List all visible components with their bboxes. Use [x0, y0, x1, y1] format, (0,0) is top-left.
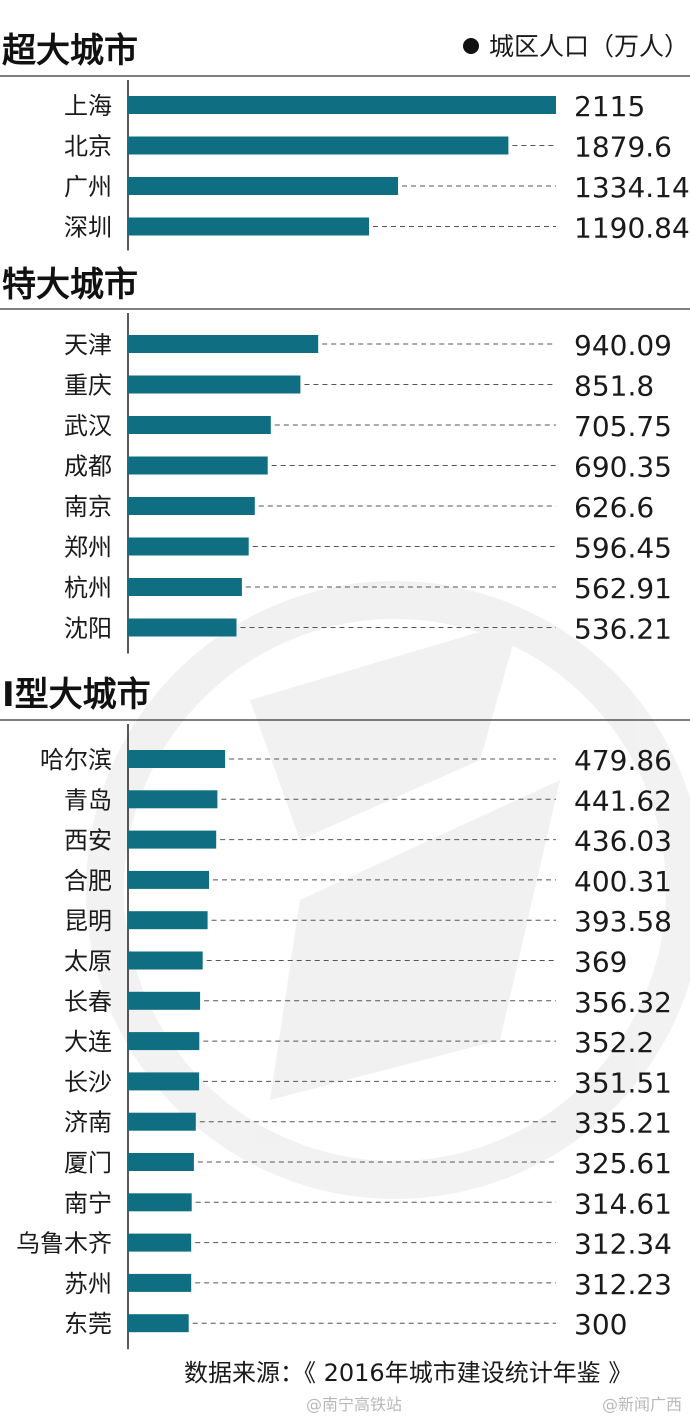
- category-label: 苏州: [64, 1270, 112, 1298]
- bar: [128, 375, 301, 394]
- data-label: 851.8: [574, 370, 654, 403]
- category-label: 上海: [64, 92, 112, 120]
- category-label: 大连: [64, 1028, 112, 1056]
- bar: [128, 991, 201, 1010]
- data-label: 300: [574, 1308, 627, 1341]
- bar: [128, 911, 208, 930]
- data-label: 356.32: [574, 986, 672, 1019]
- bar: [128, 790, 218, 809]
- data-label: 393.58: [574, 905, 672, 938]
- category-label: 成都: [64, 453, 112, 481]
- source-note: 数据来源：《 2016年城市建设统计年鉴 》: [184, 1359, 632, 1387]
- bar: [128, 578, 242, 596]
- category-label: 广州: [64, 173, 112, 201]
- data-label: 335.21: [574, 1107, 672, 1140]
- data-label: 626.6: [574, 491, 654, 524]
- category-label: 武汉: [64, 412, 112, 440]
- category-label: 深圳: [64, 214, 112, 242]
- data-label: 562.91: [574, 572, 672, 605]
- category-label: 昆明: [64, 907, 112, 935]
- data-label: 312.34: [574, 1228, 672, 1261]
- category-label: 郑州: [64, 534, 112, 562]
- bar: [128, 456, 268, 475]
- bar: [128, 750, 226, 768]
- bar: [128, 537, 249, 556]
- data-label: 312.23: [574, 1268, 672, 1301]
- category-label: 长沙: [64, 1068, 112, 1096]
- weibo-watermark-left: @南宁高铁站: [306, 1395, 402, 1414]
- bar: [128, 1273, 192, 1292]
- bar: [128, 870, 209, 889]
- data-label: 441.62: [574, 784, 672, 817]
- bar: [128, 177, 398, 195]
- bar: [128, 951, 203, 970]
- legend-label: 城区人口（万人）: [489, 32, 689, 61]
- data-label: 436.03: [574, 825, 672, 858]
- bar: [128, 416, 271, 434]
- bar: [128, 497, 255, 515]
- bar: [128, 1112, 196, 1131]
- data-label: 400.31: [574, 865, 672, 898]
- bar: [128, 618, 237, 637]
- legend-dot: [463, 38, 479, 54]
- category-label: 东莞: [64, 1310, 112, 1338]
- data-label: 1334.14: [574, 171, 690, 204]
- data-label: 596.45: [574, 532, 672, 565]
- bar: [128, 1153, 194, 1171]
- category-label: 厦门: [64, 1149, 112, 1177]
- data-label: 940.09: [574, 329, 672, 362]
- category-label: 北京: [64, 133, 112, 161]
- category-label: 西安: [64, 827, 112, 855]
- category-label: 乌鲁木齐: [16, 1230, 112, 1258]
- bar: [128, 1233, 192, 1252]
- bar: [128, 217, 369, 236]
- section-title: 特大城市: [2, 265, 138, 305]
- bar: [128, 1032, 200, 1051]
- bar: [128, 335, 319, 353]
- category-label: 青岛: [64, 786, 112, 814]
- bar: [128, 1193, 192, 1212]
- section-title: 超大城市: [2, 31, 138, 71]
- category-label: 杭州: [64, 574, 112, 602]
- weibo-watermark-right: @新闻广西: [602, 1395, 682, 1414]
- data-label: 314.61: [574, 1187, 672, 1220]
- category-label: 重庆: [64, 372, 112, 400]
- bar: [128, 96, 556, 114]
- category-label: 沈阳: [64, 615, 112, 643]
- category-label: 合肥: [64, 867, 112, 895]
- category-label: 南宁: [64, 1189, 112, 1217]
- data-label: 690.35: [574, 451, 672, 484]
- data-label: 536.21: [574, 613, 672, 646]
- data-label: 351.51: [574, 1066, 672, 1099]
- data-label: 1190.84: [574, 212, 690, 245]
- bar: [128, 136, 509, 155]
- category-label: 南京: [64, 493, 112, 521]
- data-label: 352.2: [574, 1026, 654, 1059]
- data-label: 2115: [574, 90, 645, 123]
- bar: [128, 1314, 189, 1333]
- bar: [128, 830, 217, 849]
- category-label: 太原: [64, 948, 112, 976]
- data-label: 1879.6: [574, 131, 672, 164]
- data-label: 479.86: [574, 744, 672, 777]
- category-label: 哈尔滨: [40, 746, 112, 774]
- data-label: 705.75: [574, 410, 672, 443]
- bar: [128, 1072, 200, 1091]
- category-label: 长春: [64, 988, 112, 1016]
- category-label: 天津: [64, 331, 112, 359]
- section-title: Ⅰ型大城市: [2, 675, 151, 715]
- category-label: 济南: [64, 1109, 112, 1137]
- data-label: 325.61: [574, 1147, 672, 1180]
- data-label: 369: [574, 946, 627, 979]
